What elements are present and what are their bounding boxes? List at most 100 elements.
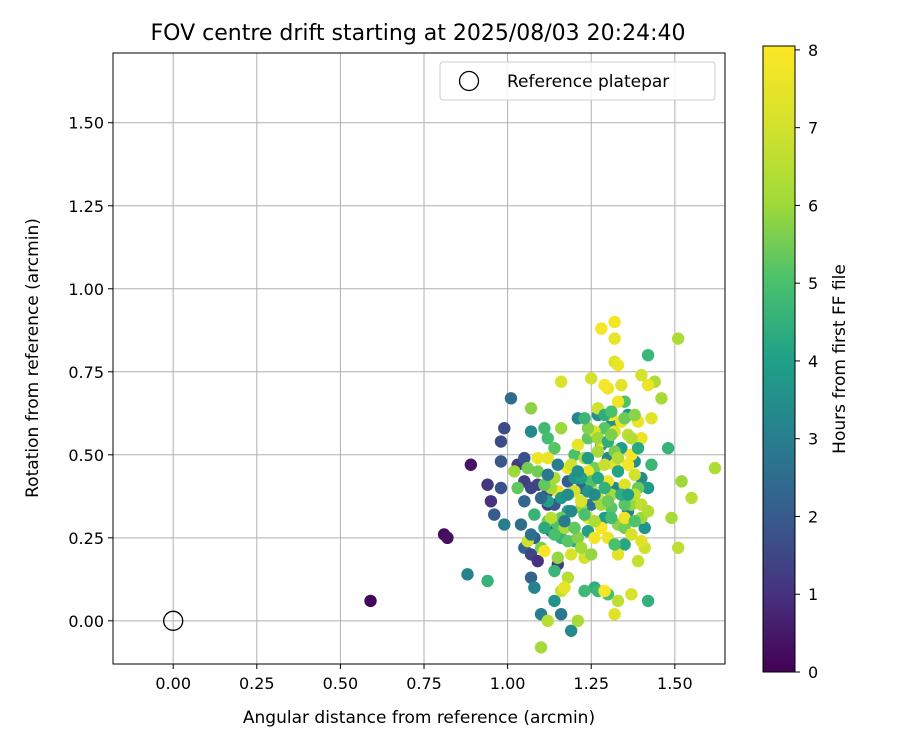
- scatter-point: [605, 428, 618, 442]
- scatter-point: [641, 594, 655, 608]
- scatter-point: [574, 541, 588, 554]
- scatter-point: [578, 412, 591, 425]
- scatter-point: [571, 531, 585, 545]
- scatter-point: [571, 438, 585, 452]
- y-tick-label: 0.00: [68, 612, 104, 631]
- scatter-point: [578, 584, 591, 598]
- colorbar-tick-label: 5: [808, 274, 818, 293]
- scatter-point: [708, 461, 722, 475]
- scatter-point: [564, 505, 578, 518]
- scatter-point: [661, 441, 675, 455]
- colorbar-tick-label: 3: [808, 430, 818, 449]
- scatter-point: [631, 554, 645, 568]
- scatter-point: [528, 508, 541, 521]
- y-tick-label: 0.50: [68, 446, 104, 465]
- scatter-point: [548, 564, 561, 578]
- scatter-point: [558, 581, 571, 594]
- scatter-point: [618, 511, 631, 525]
- colorbar-gradient: [762, 45, 796, 673]
- colorbar-tick-label: 7: [808, 119, 818, 138]
- scatter-point: [461, 568, 474, 581]
- scatter-point: [494, 481, 508, 495]
- x-tick-label: 0.75: [406, 674, 442, 693]
- y-axis-label: Rotation from reference (arcmin): [23, 218, 43, 498]
- scatter-point: [511, 481, 524, 495]
- x-axis-label: Angular distance from reference (arcmin): [243, 708, 595, 728]
- scatter-point: [498, 518, 511, 531]
- colorbar-tick-label: 4: [808, 352, 818, 371]
- scatter-point: [671, 541, 685, 554]
- x-axis-ticks: 0.00 0.25 0.50 0.75 1.00 1.25 1.50: [155, 664, 693, 693]
- scatter-point: [635, 368, 648, 382]
- y-axis-ticks: 0.00 0.25 0.50 0.75 1.00 1.25 1.50: [68, 114, 113, 631]
- chart-title: FOV centre drift starting at 2025/08/03 …: [151, 21, 686, 46]
- scatter-point: [524, 571, 538, 584]
- scatter-point: [574, 495, 588, 508]
- scatter-point: [441, 531, 454, 545]
- scatter-point: [598, 481, 611, 495]
- scatter-point: [538, 422, 551, 435]
- scatter-point: [615, 378, 628, 392]
- scatter-point: [568, 521, 581, 535]
- colorbar-tick-label: 0: [808, 663, 818, 682]
- scatter-point: [528, 581, 541, 594]
- legend-entry-label: Reference platepar: [507, 72, 669, 92]
- scatter-point: [504, 392, 518, 405]
- scatter-point: [464, 458, 478, 471]
- x-tick-label: 0.50: [323, 674, 359, 693]
- scatter-point: [685, 491, 698, 505]
- scatter-point: [531, 465, 544, 478]
- scatter-point: [621, 488, 635, 501]
- scatter-point: [631, 441, 645, 455]
- scatter-point: [568, 448, 581, 461]
- scatter-point: [618, 498, 631, 511]
- scatter-point: [534, 641, 548, 654]
- scatter-point: [488, 508, 501, 521]
- scatter-point: [538, 478, 551, 491]
- colorbar-tick-label: 6: [808, 196, 818, 215]
- legend: Reference platepar: [439, 61, 716, 101]
- colorbar-tick-label: 2: [808, 507, 818, 526]
- x-tick-label: 0.25: [239, 674, 275, 693]
- scatter-point: [621, 458, 635, 471]
- scatter-point: [551, 458, 564, 471]
- scatter-point: [551, 551, 564, 564]
- scatter-point: [534, 491, 548, 505]
- x-tick-label: 1.50: [657, 674, 693, 693]
- scatter-point: [625, 528, 638, 541]
- scatter-point: [585, 548, 598, 561]
- scatter-point: [521, 461, 534, 475]
- scatter-point: [608, 607, 621, 621]
- scatter-point: [484, 495, 498, 508]
- scatter-point: [531, 451, 544, 465]
- colorbar: 0 1 2 3 4 5 6 7 8 Hours from first FF file: [762, 41, 850, 682]
- scatter-point: [581, 451, 595, 465]
- scatter-point: [608, 538, 621, 551]
- legend-marker-circle: [458, 70, 480, 92]
- scatter-point: [531, 554, 544, 568]
- scatter-point: [494, 435, 508, 448]
- scatter-point: [481, 574, 494, 588]
- scatter-point: [544, 511, 558, 525]
- colorbar-tick-label: 1: [808, 585, 818, 604]
- scatter-point: [524, 528, 538, 541]
- scatter-point: [638, 521, 651, 535]
- scatter-point: [598, 584, 611, 598]
- scatter-point: [498, 422, 511, 435]
- scatter-point: [541, 614, 554, 628]
- scatter-point: [611, 548, 625, 561]
- grid-lines: [113, 53, 725, 664]
- scatter-point: [611, 358, 625, 372]
- scatter-point: [588, 488, 601, 501]
- x-tick-label: 1.00: [490, 674, 526, 693]
- x-tick-label: 0.00: [155, 674, 191, 693]
- scatter-point: [508, 465, 521, 478]
- scatter-point: [524, 402, 538, 415]
- scatter-point: [494, 455, 508, 468]
- plot-frame: [112, 52, 726, 665]
- scatter-point: [655, 392, 668, 405]
- scatter-point: [645, 458, 658, 471]
- scatter-point: [611, 594, 625, 608]
- scatter-points: [364, 315, 722, 654]
- scatter-point: [554, 422, 568, 435]
